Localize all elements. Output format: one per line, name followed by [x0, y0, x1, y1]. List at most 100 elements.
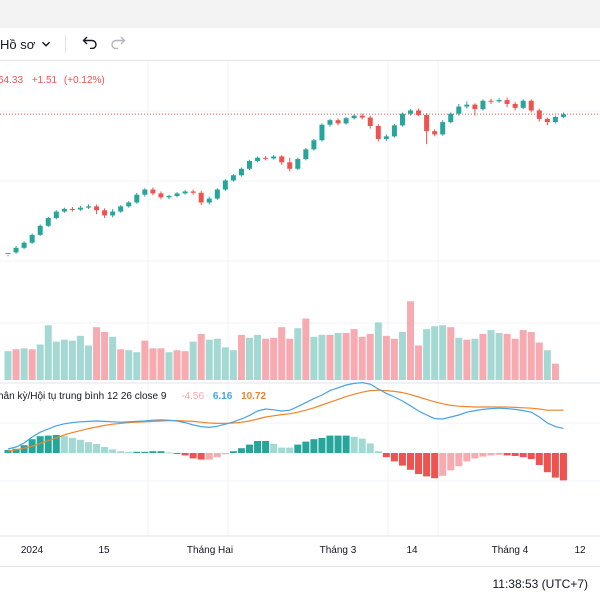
candle-body: [158, 193, 163, 197]
volume-bar: [327, 335, 334, 380]
signal-value: 10.72: [241, 391, 266, 402]
macd-hist-bar: [270, 444, 277, 453]
macd-hist-bar: [496, 453, 503, 455]
time-axis-label: 2024: [21, 545, 44, 556]
candle-body: [183, 191, 188, 193]
candle-body: [384, 136, 389, 139]
macd-legend: hân kỳ/Hội tụ trung bình 12 26 close 9 -…: [0, 391, 267, 402]
volume-bar: [37, 344, 44, 380]
volume-bar: [190, 342, 197, 380]
volume-bar: [29, 349, 36, 380]
macd-hist-bar: [302, 442, 309, 453]
macd-hist-bar: [278, 448, 285, 453]
volume-bar: [222, 347, 229, 380]
candle-body: [287, 162, 292, 168]
volume-bar: [536, 343, 543, 380]
candle-body: [303, 149, 308, 159]
chevron-down-icon: [41, 37, 51, 52]
volume-bar: [206, 340, 213, 380]
candle-body: [319, 125, 324, 141]
macd-hist-bar: [479, 453, 486, 457]
candle-body: [360, 116, 365, 118]
price-change-pct: (+0.12%): [64, 75, 105, 86]
volume-bar: [335, 333, 342, 380]
candle-body: [432, 131, 437, 134]
candle-body: [416, 110, 421, 115]
candle-body: [110, 212, 115, 216]
volume-bar: [21, 348, 28, 380]
status-bar: 11:38:53 (UTC+7): [0, 566, 600, 601]
candle-body: [513, 104, 518, 108]
candle-body: [271, 156, 276, 158]
macd-hist-bar: [117, 451, 124, 453]
volume-bar: [61, 340, 68, 380]
volume-bar: [383, 336, 390, 380]
time-axis-label: Tháng Hai: [187, 545, 233, 556]
macd-hist-bar: [166, 452, 173, 453]
macd-hist-bar: [359, 439, 366, 453]
macd-hist-bar: [447, 453, 454, 470]
volume-bar: [214, 339, 221, 380]
volume-bar: [496, 333, 503, 380]
redo-button[interactable]: [104, 32, 132, 56]
volume-bar: [246, 338, 253, 380]
volume-bar: [415, 345, 422, 380]
volume-bar: [528, 332, 535, 380]
volume-bar: [310, 337, 317, 380]
candle-body: [6, 253, 11, 254]
candle-body: [368, 118, 373, 126]
macd-hist-bar: [109, 449, 116, 453]
macd-hist-bar: [93, 444, 100, 453]
macd-hist-bar: [85, 442, 92, 453]
volume-bar: [198, 334, 205, 380]
macd-histogram: [5, 435, 567, 480]
volume-bar: [125, 350, 132, 380]
undo-button[interactable]: [76, 32, 104, 56]
volume-bar: [182, 351, 189, 380]
candle-body: [376, 126, 381, 139]
volume-bar: [488, 330, 495, 380]
candle-body: [400, 114, 405, 126]
price-change: +1.51: [32, 75, 58, 86]
candle-body: [344, 118, 349, 123]
volume-bar: [439, 325, 446, 380]
volume-bar: [351, 329, 358, 380]
candle-body: [142, 190, 147, 195]
candle-body: [134, 195, 139, 203]
volume-pane: [5, 301, 559, 380]
profile-label: Hồ sơ: [0, 37, 35, 52]
candle-body: [553, 117, 558, 122]
volume-bar: [270, 338, 277, 380]
candle-body: [118, 206, 123, 211]
candle-body: [215, 190, 220, 199]
volume-bar: [117, 349, 124, 380]
candle-body: [448, 114, 453, 122]
volume-bar: [157, 348, 164, 380]
macd-hist-bar: [61, 436, 68, 453]
macd-hist-bar: [45, 436, 52, 453]
macd-hist-bar: [77, 440, 84, 453]
macd-hist-bar: [528, 453, 535, 459]
time-axis-label: 14: [406, 545, 418, 556]
macd-hist-bar: [230, 451, 237, 453]
macd-hist-bar: [367, 443, 374, 453]
macd-hist-bar: [294, 445, 301, 453]
volume-bar: [133, 352, 140, 380]
candle-body: [497, 100, 502, 101]
macd-hist-bar: [471, 453, 478, 458]
grid-lines: [0, 61, 600, 536]
macd-hist-bar: [463, 453, 470, 461]
candle-body: [352, 116, 357, 119]
candle-body: [239, 169, 244, 175]
candle-body: [54, 212, 59, 218]
macd-name: hân kỳ/Hội tụ trung bình 12 26 close 9: [0, 391, 167, 402]
candle-body: [199, 193, 204, 203]
profile-menu[interactable]: Hồ sơ: [0, 37, 51, 52]
volume-bar: [294, 328, 301, 380]
macd-hist-bar: [141, 452, 148, 453]
volume-bar: [479, 334, 486, 380]
volume-bar: [93, 327, 100, 380]
